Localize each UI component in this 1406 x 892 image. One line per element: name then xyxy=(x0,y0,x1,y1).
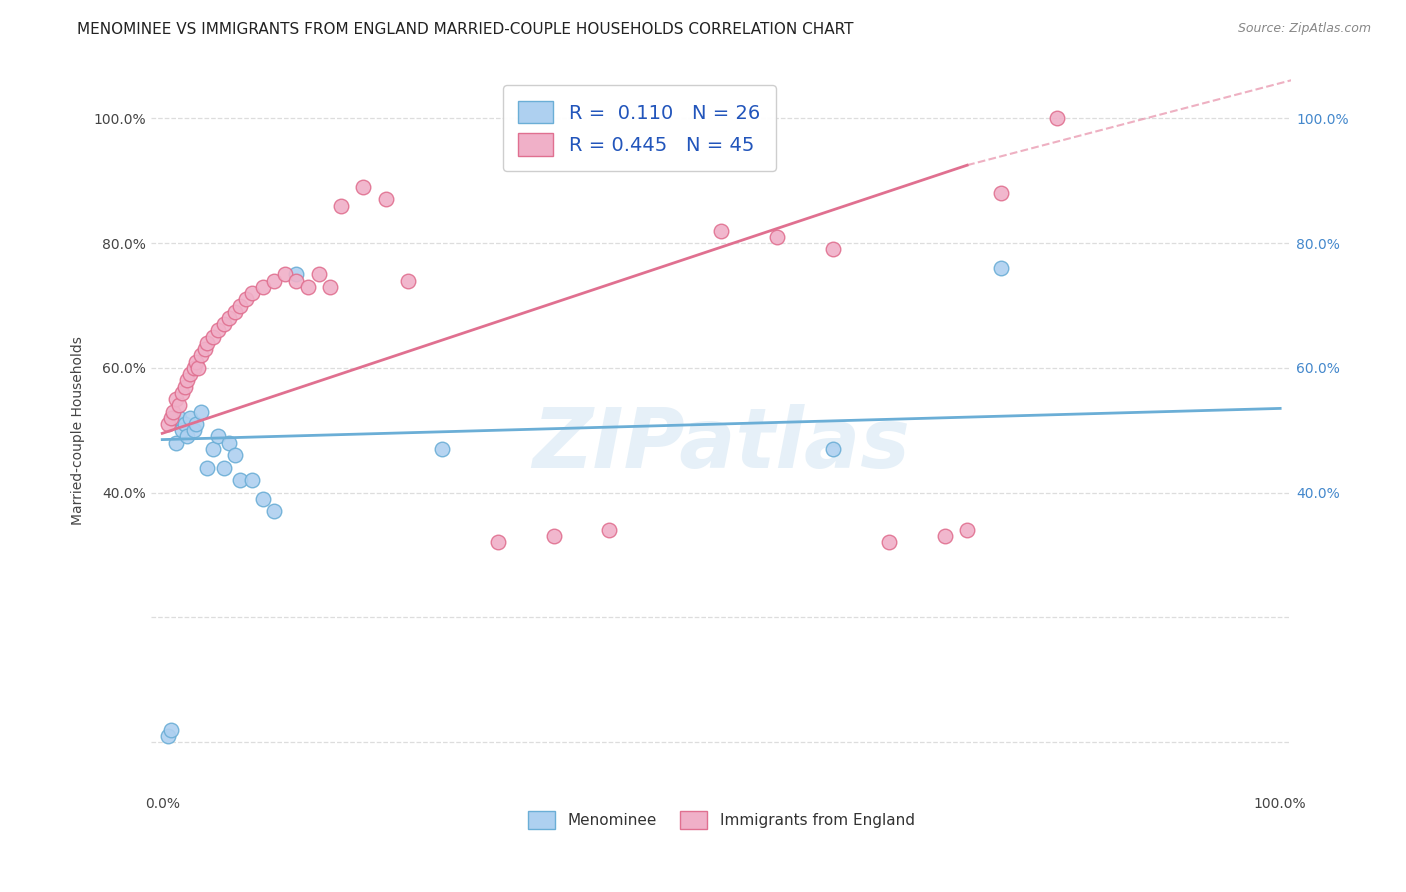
Point xyxy=(543,529,565,543)
Point xyxy=(274,268,297,282)
Point xyxy=(187,360,209,375)
Point xyxy=(330,199,353,213)
Point xyxy=(176,429,198,443)
Point xyxy=(990,261,1012,276)
Point xyxy=(240,473,263,487)
Point xyxy=(598,523,620,537)
Point xyxy=(297,280,319,294)
Point xyxy=(172,385,194,400)
Text: Source: ZipAtlas.com: Source: ZipAtlas.com xyxy=(1237,22,1371,36)
Point xyxy=(990,186,1012,201)
Point xyxy=(176,373,198,387)
Point xyxy=(190,404,212,418)
Legend: Menominee, Immigrants from England: Menominee, Immigrants from England xyxy=(522,805,921,835)
Point xyxy=(212,317,235,331)
Point xyxy=(240,286,263,301)
Point xyxy=(934,529,956,543)
Point xyxy=(173,417,195,431)
Point xyxy=(224,304,246,318)
Point xyxy=(160,723,183,737)
Point xyxy=(207,429,229,443)
Point xyxy=(821,243,844,257)
Point xyxy=(179,367,201,381)
Point xyxy=(195,460,218,475)
Point xyxy=(201,442,224,456)
Point xyxy=(212,460,235,475)
Point xyxy=(224,448,246,462)
Point xyxy=(396,274,419,288)
Point xyxy=(165,435,187,450)
Point xyxy=(201,329,224,343)
Point xyxy=(160,410,183,425)
Point xyxy=(194,342,217,356)
Point xyxy=(710,224,733,238)
Point xyxy=(877,535,900,549)
Point xyxy=(486,535,509,549)
Point xyxy=(190,348,212,362)
Point xyxy=(821,442,844,456)
Point xyxy=(183,360,205,375)
Point xyxy=(173,379,195,393)
Point xyxy=(235,293,257,307)
Point xyxy=(766,230,789,244)
Text: MENOMINEE VS IMMIGRANTS FROM ENGLAND MARRIED-COUPLE HOUSEHOLDS CORRELATION CHART: MENOMINEE VS IMMIGRANTS FROM ENGLAND MAR… xyxy=(77,22,853,37)
Point xyxy=(179,410,201,425)
Point xyxy=(165,392,187,406)
Point xyxy=(374,193,396,207)
Point xyxy=(162,404,184,418)
Point xyxy=(263,504,285,518)
Point xyxy=(218,310,240,325)
Point xyxy=(285,268,308,282)
Point xyxy=(308,268,330,282)
Point xyxy=(172,423,194,437)
Point xyxy=(1045,112,1067,126)
Point xyxy=(184,354,207,368)
Point xyxy=(184,417,207,431)
Point xyxy=(167,398,190,412)
Text: ZIPatlas: ZIPatlas xyxy=(533,404,910,485)
Point xyxy=(430,442,453,456)
Point xyxy=(218,435,240,450)
Point xyxy=(229,473,252,487)
Point xyxy=(263,274,285,288)
Y-axis label: Married-couple Households: Married-couple Households xyxy=(72,335,86,524)
Point xyxy=(319,280,342,294)
Point xyxy=(156,729,179,743)
Point xyxy=(195,335,218,350)
Point xyxy=(207,323,229,337)
Point xyxy=(285,274,308,288)
Point xyxy=(956,523,979,537)
Point xyxy=(252,280,274,294)
Point xyxy=(162,410,184,425)
Point xyxy=(229,298,252,312)
Point xyxy=(252,491,274,506)
Point xyxy=(167,410,190,425)
Point xyxy=(156,417,179,431)
Point xyxy=(353,180,375,194)
Point xyxy=(183,423,205,437)
